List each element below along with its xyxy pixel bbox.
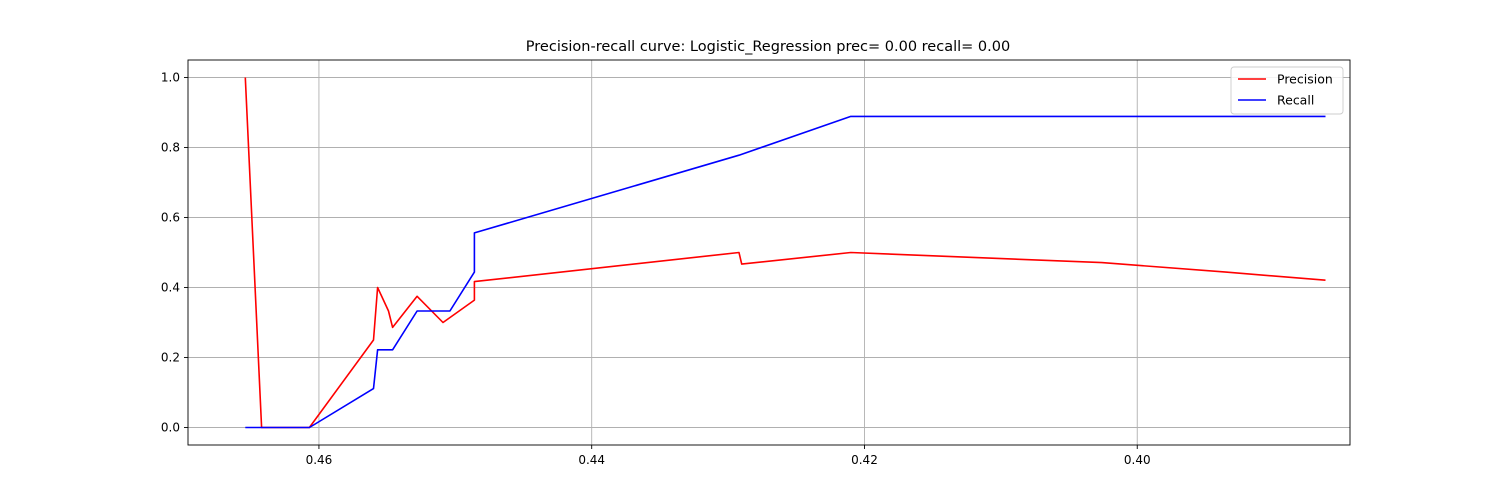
x-axis: 0.46 0.44 0.42 0.40 xyxy=(306,445,1151,467)
x-tick-label: 0.46 xyxy=(306,453,333,467)
plot-frame xyxy=(187,59,1351,446)
y-tick-label: 0.8 xyxy=(161,141,180,155)
y-tick-label: 0.4 xyxy=(161,281,180,295)
legend-label: Recall xyxy=(1277,93,1314,108)
x-tick-label: 0.44 xyxy=(578,453,605,467)
x-tick-label: 0.42 xyxy=(851,453,878,467)
y-tick-label: 1.0 xyxy=(161,71,180,85)
series-line-precision xyxy=(244,77,1326,429)
grid xyxy=(188,60,1350,445)
chart-title: Precision-recall curve: Logistic_Regress… xyxy=(526,39,1010,55)
y-tick-label: 0.0 xyxy=(161,421,180,435)
legend-label: Precision xyxy=(1277,72,1333,87)
y-tick-label: 0.2 xyxy=(161,351,180,365)
y-tick-label: 0.6 xyxy=(161,211,180,225)
series-line-recall xyxy=(245,115,1326,429)
series-layer xyxy=(244,77,1326,429)
y-axis: 0.0 0.2 0.4 0.6 0.8 1.0 xyxy=(161,71,188,435)
x-tick-label: 0.40 xyxy=(1124,453,1151,467)
legend: Precision Recall xyxy=(1230,66,1344,115)
